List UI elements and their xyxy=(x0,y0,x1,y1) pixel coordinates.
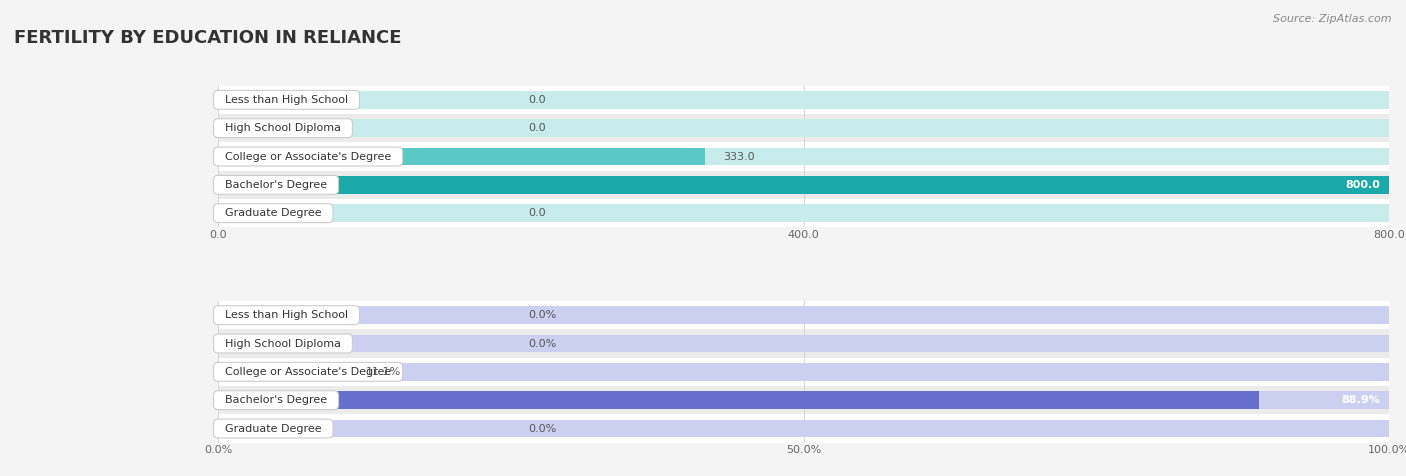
Bar xyxy=(218,357,1389,386)
Text: Bachelor's Degree: Bachelor's Degree xyxy=(218,395,335,405)
Text: 333.0: 333.0 xyxy=(723,151,755,161)
Bar xyxy=(218,142,1389,171)
Text: 0.0: 0.0 xyxy=(529,123,546,133)
Bar xyxy=(218,414,1389,443)
Bar xyxy=(218,307,1389,324)
Text: College or Associate's Degree: College or Associate's Degree xyxy=(218,367,398,377)
Text: Graduate Degree: Graduate Degree xyxy=(218,424,329,434)
Text: 0.0%: 0.0% xyxy=(529,310,557,320)
Text: Less than High School: Less than High School xyxy=(218,95,356,105)
Text: High School Diploma: High School Diploma xyxy=(218,123,347,133)
Text: Less than High School: Less than High School xyxy=(218,310,356,320)
Text: High School Diploma: High School Diploma xyxy=(218,338,347,348)
Bar xyxy=(218,204,1389,222)
Bar xyxy=(218,301,1389,329)
Text: Graduate Degree: Graduate Degree xyxy=(218,208,329,218)
Text: Bachelor's Degree: Bachelor's Degree xyxy=(218,180,335,190)
Text: FERTILITY BY EDUCATION IN RELIANCE: FERTILITY BY EDUCATION IN RELIANCE xyxy=(14,29,402,47)
Text: 88.9%: 88.9% xyxy=(1341,395,1379,405)
Text: 11.1%: 11.1% xyxy=(366,367,401,377)
Text: 0.0%: 0.0% xyxy=(529,424,557,434)
Text: Source: ZipAtlas.com: Source: ZipAtlas.com xyxy=(1274,14,1392,24)
Bar xyxy=(218,148,1389,165)
Bar xyxy=(218,171,1389,199)
Bar xyxy=(218,148,706,165)
Bar xyxy=(218,199,1389,228)
Bar xyxy=(218,114,1389,142)
Text: 0.0%: 0.0% xyxy=(529,338,557,348)
Bar xyxy=(218,86,1389,114)
Bar xyxy=(218,363,1389,381)
Text: College or Associate's Degree: College or Associate's Degree xyxy=(218,151,398,161)
Bar xyxy=(218,119,1389,137)
Bar xyxy=(218,176,1389,194)
Text: 0.0: 0.0 xyxy=(529,208,546,218)
Bar xyxy=(218,335,1389,352)
Bar xyxy=(218,91,1389,109)
Bar xyxy=(218,363,347,381)
Bar xyxy=(218,420,1389,437)
Bar xyxy=(218,391,1260,409)
Bar xyxy=(218,391,1389,409)
Bar xyxy=(218,176,1389,194)
Bar xyxy=(218,329,1389,357)
Text: 0.0: 0.0 xyxy=(529,95,546,105)
Text: 800.0: 800.0 xyxy=(1346,180,1379,190)
Bar xyxy=(218,386,1389,414)
